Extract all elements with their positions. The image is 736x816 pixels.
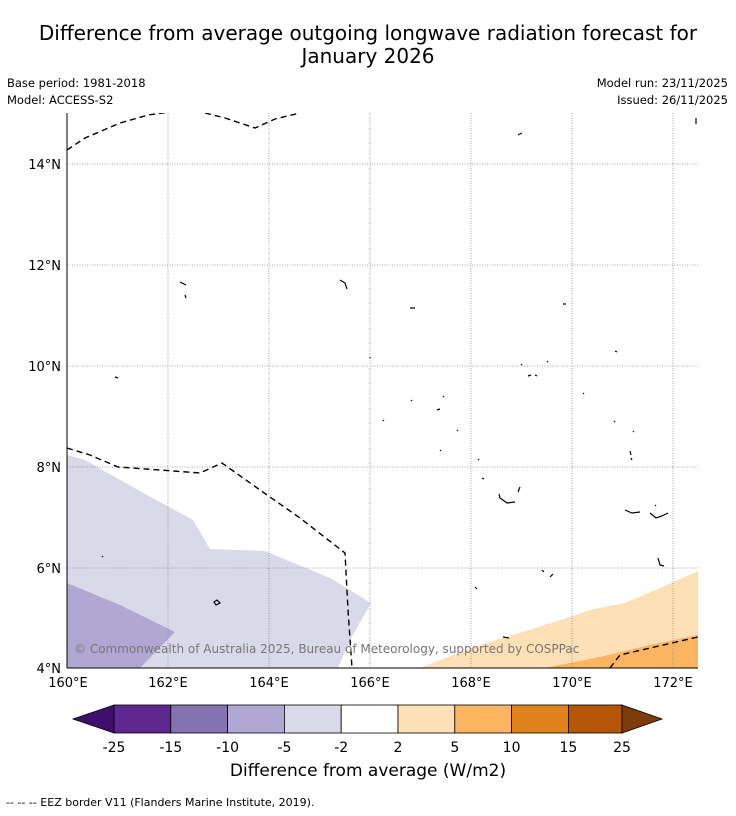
map-title: Difference from average outgoing longwav… — [0, 22, 736, 68]
colorbar-tick: -5 — [277, 740, 291, 756]
island — [474, 586, 478, 590]
colorbar-extend-low — [71, 704, 115, 734]
island — [213, 599, 222, 606]
meta-right: Model run: 23/11/2025 Issued: 26/11/2025 — [597, 75, 728, 109]
lon-labels: 160°E 162°E 164°E 166°E 168°E 170°E 172°… — [48, 676, 693, 691]
anomaly-region-5-10 — [545, 635, 698, 668]
eez-borders — [67, 113, 698, 668]
island — [498, 486, 521, 504]
island — [657, 557, 665, 567]
colorbar-swatch — [227, 704, 285, 734]
colorbar-tick: -2 — [334, 740, 348, 756]
island — [339, 279, 348, 290]
colorbar-tick: 25 — [613, 740, 631, 756]
lat-label: 6°N — [37, 562, 62, 577]
colorbar-tick: 2 — [394, 740, 403, 756]
colorbar-swatch — [340, 704, 399, 734]
model-name: Model: ACCESS-S2 — [7, 93, 114, 107]
colorbar-swatch — [113, 704, 172, 734]
eez-border-south-east — [609, 636, 698, 668]
eez-border-north — [204, 113, 301, 129]
colorbar-swatch — [454, 704, 512, 734]
axes — [66, 113, 698, 669]
island — [382, 419, 635, 433]
island — [477, 458, 485, 480]
island — [410, 395, 445, 411]
colorbar — [71, 704, 664, 734]
island — [614, 350, 618, 353]
island — [541, 569, 554, 578]
lon-label: 168°E — [451, 676, 491, 691]
anomaly-region-2-5 — [420, 571, 698, 668]
colorbar-tick: -15 — [159, 740, 182, 756]
colorbar-tick: 15 — [559, 740, 577, 756]
lon-label: 164°E — [249, 676, 289, 691]
colorbar-swatch — [397, 704, 456, 734]
island — [439, 449, 633, 461]
eez-border-north-west — [67, 113, 168, 151]
base-period: Base period: 1981-2018 — [7, 76, 146, 90]
meta-left: Base period: 1981-2018 Model: ACCESS-S2 — [7, 75, 146, 109]
lat-label: 14°N — [28, 158, 61, 173]
island — [114, 376, 119, 379]
lat-label: 10°N — [28, 360, 61, 375]
copyright-text: © Commonwealth of Australia 2025, Bureau… — [74, 642, 579, 656]
anomaly-region-minus5-minus2 — [67, 455, 371, 668]
lat-labels: 14°N 12°N 10°N 8°N 6°N 4°N — [28, 158, 61, 677]
lon-label: 166°E — [350, 676, 390, 691]
lon-label: 162°E — [148, 676, 188, 691]
title-line-1: Difference from average outgoing longwav… — [38, 21, 698, 45]
colorbar-tick: 10 — [503, 740, 521, 756]
island — [654, 504, 657, 507]
colorbar-tick: -10 — [216, 740, 239, 756]
lat-label: 4°N — [37, 662, 62, 677]
island — [582, 392, 585, 395]
colorbar-swatch — [283, 704, 342, 734]
islands — [101, 118, 697, 639]
anomaly-shading — [67, 113, 698, 668]
island — [179, 281, 187, 299]
colorbar-swatch — [511, 704, 569, 734]
colorbar-swatch — [170, 704, 229, 734]
island — [624, 509, 641, 514]
colorbar-extend-high — [621, 704, 664, 734]
issued-date: Issued: 26/11/2025 — [617, 93, 728, 107]
island — [649, 512, 669, 519]
island — [101, 555, 104, 558]
model-run: Model run: 23/11/2025 — [596, 76, 728, 90]
lon-label: 170°E — [552, 676, 592, 691]
island — [517, 132, 523, 136]
island — [502, 636, 510, 639]
colorbar-label: Difference from average (W/m2) — [229, 761, 507, 781]
lat-label: 8°N — [37, 461, 62, 476]
anomaly-region-minus10-minus5 — [67, 583, 175, 668]
title-line-2: January 2026 — [301, 44, 435, 68]
eez-border-marshall — [67, 447, 353, 668]
colorbar-ticks: -25 -15 -10 -5 -2 2 5 10 15 25 — [103, 740, 631, 756]
colorbar-tick: -25 — [103, 740, 126, 756]
colorbar-tick: 5 — [450, 740, 459, 756]
colorbar-swatch — [568, 704, 623, 734]
island — [520, 360, 549, 377]
gridlines — [67, 113, 698, 668]
lon-label: 160°E — [48, 676, 88, 691]
lon-label: 172°E — [653, 676, 693, 691]
footnote: -- -- -- EEZ border V11 (Flanders Marine… — [6, 796, 315, 809]
lat-label: 12°N — [28, 259, 61, 274]
